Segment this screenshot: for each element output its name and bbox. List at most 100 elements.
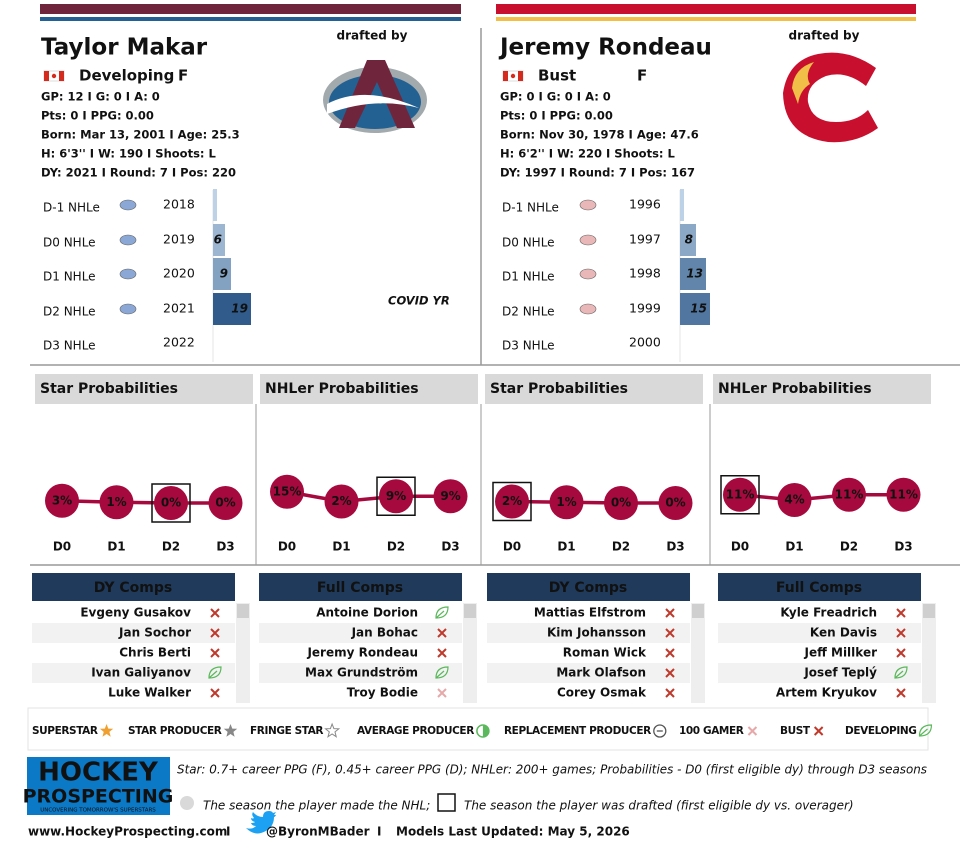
probability-dot: [777, 483, 812, 517]
outcome-icon: [813, 726, 824, 736]
player-status: Developing: [79, 67, 174, 85]
season-note: COVID YR: [388, 294, 450, 308]
season-year: 2018: [163, 197, 195, 212]
season-label: D-1 NHLe: [43, 201, 100, 215]
player-stat: H: 6'3'' I W: 190 I Shoots: L: [41, 147, 217, 161]
outcome-icon: [665, 668, 675, 678]
probability-label: 1%: [556, 495, 576, 509]
nhle-bar: [213, 224, 225, 256]
season-category: D3: [216, 540, 234, 554]
league-logo: [579, 199, 597, 211]
comp-name: Ken Davis: [810, 626, 877, 640]
probability-label: 2%: [331, 494, 351, 508]
outcome-icon: [896, 648, 906, 658]
season-label: D0 NHLe: [502, 236, 555, 250]
flag: [518, 71, 523, 81]
season-category: D1: [557, 540, 575, 554]
season-category: D2: [162, 540, 180, 554]
nhle-bar: [680, 189, 684, 221]
panel-header: [260, 374, 478, 404]
panel-header: [485, 374, 703, 404]
probability-dot: [886, 477, 921, 512]
outcome-icon: [210, 608, 220, 618]
player-position: F: [637, 67, 647, 85]
outcome-icon: [437, 648, 447, 658]
nhle-bar: [213, 293, 251, 325]
probability-label: 4%: [784, 493, 804, 507]
probability-line: [511, 499, 676, 505]
flag: [44, 71, 49, 81]
outcome-icon: [653, 724, 667, 738]
player-position: F: [178, 67, 188, 85]
nhl-marker: [180, 796, 194, 810]
brand-title: PROSPECTING: [23, 786, 174, 808]
flag: [51, 73, 57, 79]
season-label: D2 NHLe: [43, 305, 96, 319]
outcome-icon: [437, 628, 447, 638]
season-label: D2 NHLe: [502, 305, 555, 319]
probability-dot: [154, 486, 188, 520]
comp-name: Corey Osmak: [557, 686, 647, 700]
comp-row: [718, 623, 921, 643]
website-link[interactable]: www.HockeyProspecting.com: [28, 825, 227, 839]
drafted-marker: [376, 476, 416, 516]
outcome-icon: [665, 688, 675, 698]
brand-title: HOCKEY: [38, 758, 159, 788]
twitter-link[interactable]: @ByronMBader: [266, 825, 370, 839]
footer-note: The season the player was drafted (first…: [464, 799, 854, 813]
drafted-by: drafted by: [789, 29, 860, 43]
outcome-icon: [435, 606, 449, 619]
probability-label: 15%: [273, 484, 302, 498]
comp-name: Max Grundström: [305, 666, 418, 680]
outcome-icon: [665, 648, 675, 658]
probability-label: 9%: [386, 489, 406, 503]
team-logo: [323, 60, 427, 133]
panel-header: [35, 374, 253, 404]
legend-label: 100 GAMER: [679, 725, 744, 737]
season-category: D3: [894, 540, 912, 554]
probability-label: 0%: [161, 496, 181, 510]
probability-line: [286, 490, 451, 504]
footer-note: The season the player made the NHL;: [203, 799, 430, 813]
probability-dot: [549, 485, 584, 520]
league-logo: [579, 234, 597, 246]
season-year: 2000: [629, 335, 661, 350]
outcome-icon: [210, 688, 220, 698]
season-category: D0: [53, 540, 71, 554]
player-status: Bust: [538, 67, 576, 85]
player-stat: DY: 1997 I Round: 7 I Pos: 167: [500, 166, 695, 180]
outcome-icon: [894, 666, 908, 679]
comp-name: Jeff Millker: [804, 646, 878, 660]
comp-name: Chris Berti: [119, 646, 191, 660]
outcome-icon: [210, 648, 220, 658]
player-stat: Pts: 0 I PPG: 0.00: [500, 109, 613, 123]
league-logo: [119, 234, 137, 246]
season-year: 1998: [629, 266, 661, 281]
league-logo: [119, 303, 137, 315]
comp-row: [487, 663, 690, 683]
season-label: D3 NHLe: [43, 339, 96, 353]
separator: I: [377, 825, 381, 839]
comp-name: Kyle Freadrich: [780, 606, 877, 620]
outcome-icon: [324, 722, 341, 738]
comp-name: Jeremy Rondeau: [306, 646, 418, 660]
probability-label: 11%: [889, 487, 918, 501]
comp-name: Artem Kryukov: [776, 686, 877, 700]
legend-box: [27, 707, 929, 751]
season-category: D0: [731, 540, 749, 554]
comp-name: Ivan Galiyanov: [91, 666, 191, 680]
outcome-icon: [665, 628, 675, 638]
season-category: D2: [612, 540, 630, 554]
brand-tagline: UNCOVERING TOMORROW'S SUPERSTARS: [40, 808, 156, 814]
season-year: 1996: [629, 197, 661, 212]
brand-logo: [27, 757, 170, 815]
team-bar: [496, 17, 916, 21]
probability-dot: [658, 486, 693, 520]
season-category: D1: [107, 540, 125, 554]
outcome-icon: [435, 666, 449, 679]
season-category: D2: [840, 540, 858, 554]
panel-title: NHLer Probabilities: [265, 381, 419, 397]
footer-definition: Star: 0.7+ career PPG (F), 0.45+ career …: [177, 763, 927, 777]
season-category: D1: [785, 540, 803, 554]
